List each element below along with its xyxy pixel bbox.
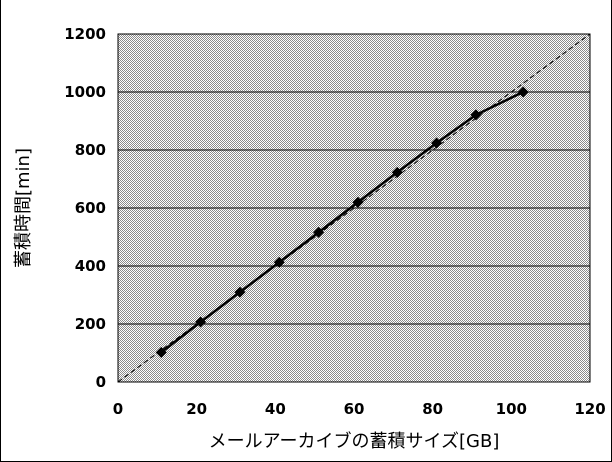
data-point-8 [470, 109, 482, 121]
x-tick-label-40: 40 [265, 400, 286, 418]
y-tick-label-0: 0 [96, 373, 106, 391]
data-point-4 [313, 226, 325, 238]
y-tick-label-600: 600 [75, 199, 106, 217]
y-tick-label-400: 400 [75, 257, 106, 275]
data-point-9 [517, 86, 529, 98]
y-tick-label-200: 200 [75, 315, 106, 333]
x-tick-label-0: 0 [113, 400, 123, 418]
data-point-5 [352, 196, 364, 208]
x-tick-label-80: 80 [422, 400, 443, 418]
x-tick-label-100: 100 [496, 400, 527, 418]
y-tick-label-800: 800 [75, 141, 106, 159]
data-point-6 [391, 166, 403, 178]
y-axis-ticks: 0 200 400 600 800 1000 1200 [64, 25, 106, 391]
x-axis-ticks: 0 20 40 60 80 100 120 [113, 400, 606, 418]
data-point-0 [155, 346, 167, 358]
y-tick-label-1000: 1000 [64, 83, 106, 101]
x-tick-label-60: 60 [344, 400, 365, 418]
data-markers [155, 86, 529, 358]
x-tick-label-20: 20 [186, 400, 207, 418]
y-axis-title: 蓄積時間[min] [13, 148, 34, 268]
x-tick-label-120: 120 [574, 400, 605, 418]
x-axis-title: メールアーカイブの蓄積サイズ[GB] [209, 430, 500, 452]
data-point-7 [431, 137, 443, 149]
y-tick-label-1200: 1200 [64, 25, 106, 43]
data-point-3 [273, 256, 285, 268]
data-point-1 [195, 316, 207, 328]
data-point-2 [234, 286, 246, 298]
series-line [160, 90, 524, 354]
